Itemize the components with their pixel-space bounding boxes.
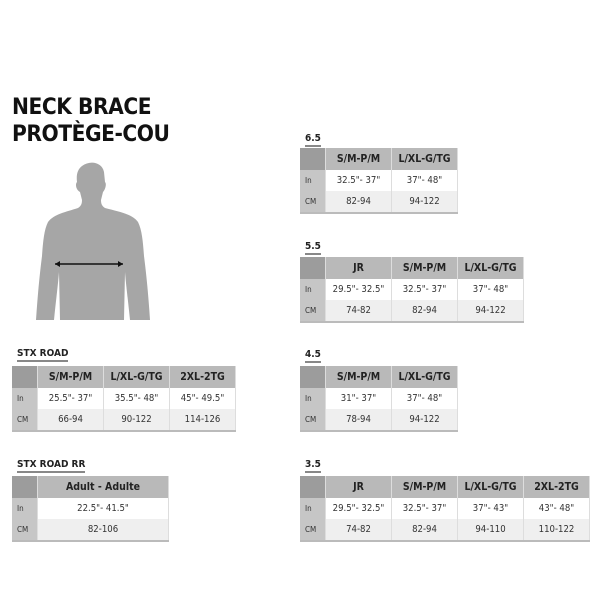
table-row: CM 74-82 82-94 94-122 [300, 300, 524, 322]
table-cell: 94-122 [391, 409, 458, 431]
table-cell: 31"- 37" [325, 388, 392, 409]
table-cell: 37"- 48" [391, 388, 458, 409]
row-label: CM [12, 409, 38, 431]
table-cell: 29.5"- 32.5" [325, 498, 392, 519]
table-cell: 94-110 [457, 519, 524, 541]
row-label: CM [300, 519, 326, 541]
table-row: In 29.5"- 32.5" 32.5"- 37" 37"- 43" 43"- 48" [300, 498, 590, 519]
table-cell: 37"- 48" [391, 170, 458, 191]
column-header: L/XL-G/TG [391, 366, 458, 388]
table-cell: 32.5"- 37" [391, 498, 458, 519]
table-cell: 32.5"- 37" [391, 279, 458, 300]
size-table-5-5: JR S/M-P/M L/XL-G/TG In 29.5"- 32.5" 32.5"- 3… [300, 257, 524, 323]
table-title-3-5: 3.5 [305, 459, 321, 473]
size-table-4-5: S/M-P/M L/XL-G/TG In 31"- 37" 37"- 48" CM 78-9… [300, 366, 458, 432]
header-corner [12, 366, 38, 388]
row-label: In [12, 388, 38, 409]
table-row: In 32.5"- 37" 37"- 48" [300, 170, 458, 191]
column-header: 2XL-2TG [523, 476, 590, 498]
table-cell: 74-82 [325, 300, 392, 322]
row-label: In [300, 498, 326, 519]
column-header: L/XL-G/TG [103, 366, 170, 388]
page-title: NECK BRACE PROTÈGE-COU [12, 94, 170, 148]
row-label: In [300, 388, 326, 409]
row-label: In [300, 279, 326, 300]
row-label: CM [300, 409, 326, 431]
table-cell: 45"- 49.5" [169, 388, 236, 409]
table-row: CM 66-94 90-122 114-126 [12, 409, 236, 431]
table-row: CM 82-106 [12, 519, 169, 541]
table-cell: 74-82 [325, 519, 392, 541]
header-row: S/M-P/M L/XL-G/TG [300, 366, 458, 388]
table-row: In 22.5"- 41.5" [12, 498, 169, 519]
column-header: JR [325, 257, 392, 279]
torso-chest-measurement-icon [36, 162, 150, 320]
size-table-stx-road-rr: Adult - Adulte In 22.5"- 41.5" CM 82-106 [12, 476, 169, 542]
header-row: JR S/M-P/M L/XL-G/TG [300, 257, 524, 279]
table-cell: 94-122 [457, 300, 524, 322]
table-cell: 82-106 [37, 519, 169, 541]
size-table-stx-road: S/M-P/M L/XL-G/TG 2XL-2TG In 25.5"- 37" 35.5"… [12, 366, 236, 432]
table-cell: 114-126 [169, 409, 236, 431]
table-cell: 66-94 [37, 409, 104, 431]
title-french: PROTÈGE-COU [12, 122, 170, 147]
row-label: CM [12, 519, 38, 541]
table-cell: 37"- 43" [457, 498, 524, 519]
table-title-stx-road: STX ROAD [17, 348, 69, 362]
table-cell: 22.5"- 41.5" [37, 498, 169, 519]
table-cell: 82-94 [391, 519, 458, 541]
column-header: S/M-P/M [37, 366, 104, 388]
row-label: CM [300, 300, 326, 322]
table-cell: 43"- 48" [523, 498, 590, 519]
row-label: In [12, 498, 38, 519]
table-cell: 82-94 [391, 300, 458, 322]
table-cell: 37"- 48" [457, 279, 524, 300]
title-english: NECK BRACE [12, 95, 152, 120]
table-row: CM 78-94 94-122 [300, 409, 458, 431]
table-row: In 31"- 37" 37"- 48" [300, 388, 458, 409]
table-cell: 94-122 [391, 191, 458, 213]
header-row: S/M-P/M L/XL-G/TG 2XL-2TG [12, 366, 236, 388]
column-header: S/M-P/M [325, 366, 392, 388]
header-corner [300, 148, 326, 170]
header-corner [300, 366, 326, 388]
header-row: Adult - Adulte [12, 476, 169, 498]
header-row: JR S/M-P/M L/XL-G/TG 2XL-2TG [300, 476, 590, 498]
table-cell: 78-94 [325, 409, 392, 431]
header-corner [300, 476, 326, 498]
column-header: JR [325, 476, 392, 498]
table-cell: 90-122 [103, 409, 170, 431]
row-label: CM [300, 191, 326, 213]
table-row: In 25.5"- 37" 35.5"- 48" 45"- 49.5" [12, 388, 236, 409]
column-header: S/M-P/M [391, 476, 458, 498]
row-label: In [300, 170, 326, 191]
table-cell: 29.5"- 32.5" [325, 279, 392, 300]
header-corner [300, 257, 326, 279]
size-table-3-5: JR S/M-P/M L/XL-G/TG 2XL-2TG In 29.5"- 32.5" 3… [300, 476, 590, 542]
table-cell: 25.5"- 37" [37, 388, 104, 409]
table-cell: 35.5"- 48" [103, 388, 170, 409]
column-header: L/XL-G/TG [457, 476, 524, 498]
header-corner [12, 476, 38, 498]
table-cell: 32.5"- 37" [325, 170, 392, 191]
torso-silhouette [36, 162, 150, 320]
header-row: S/M-P/M L/XL-G/TG [300, 148, 458, 170]
column-header: L/XL-G/TG [457, 257, 524, 279]
column-header: S/M-P/M [325, 148, 392, 170]
table-title-5-5: 5.5 [305, 241, 321, 255]
table-row: CM 82-94 94-122 [300, 191, 458, 213]
table-title-stx-road-rr: STX ROAD RR [17, 459, 86, 473]
table-title-4-5: 4.5 [305, 349, 321, 363]
table-cell: 82-94 [325, 191, 392, 213]
table-row: In 29.5"- 32.5" 32.5"- 37" 37"- 48" [300, 279, 524, 300]
column-header: S/M-P/M [391, 257, 458, 279]
column-header: Adult - Adulte [37, 476, 169, 498]
table-title-6-5: 6.5 [305, 133, 321, 147]
size-table-6-5: S/M-P/M L/XL-G/TG In 32.5"- 37" 37"- 48" CM 82… [300, 148, 458, 214]
table-row: CM 74-82 82-94 94-110 110-122 [300, 519, 590, 541]
column-header: L/XL-G/TG [391, 148, 458, 170]
column-header: 2XL-2TG [169, 366, 236, 388]
table-cell: 110-122 [523, 519, 590, 541]
